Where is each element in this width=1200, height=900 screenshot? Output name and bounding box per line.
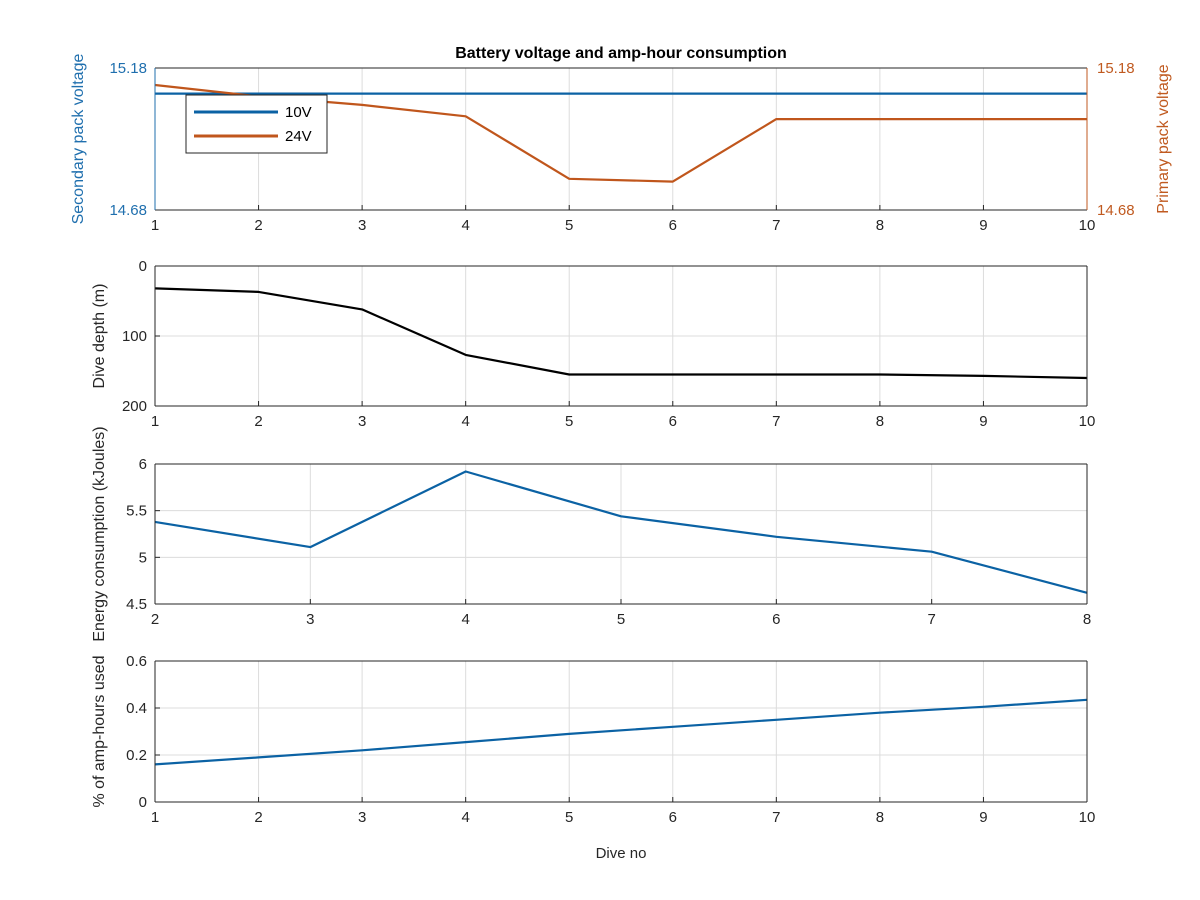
chart-title: Battery voltage and amp-hour consumption [455,45,787,62]
x-tick-label: 3 [358,413,366,430]
x-tick-label: 5 [565,809,573,826]
x-tick-label: 10 [1079,217,1096,234]
x-tick-label: 4 [461,611,469,628]
y-axis-label: Secondary pack voltage [70,54,87,225]
x-tick-label: 5 [565,217,573,234]
x-tick-label: 9 [979,809,987,826]
x-tick-label: 9 [979,413,987,430]
legend-label: 10V [285,104,312,121]
x-tick-label: 8 [876,809,884,826]
y-tick-label: 14.68 [109,202,147,219]
x-tick-label: 6 [669,413,677,430]
y-tick-label: 0.6 [126,653,147,670]
y-tick-label: 5 [139,549,147,566]
x-tick-label: 3 [358,809,366,826]
x-tick-label: 2 [151,611,159,628]
x-tick-label: 1 [151,217,159,234]
x-tick-label: 8 [876,413,884,430]
series-line-series-1 [154,470,1088,594]
series-line-series-1 [154,698,1088,766]
y-tick-label: 15.18 [109,60,147,77]
legend-box [185,94,328,154]
x-tick-label: 4 [461,413,469,430]
y-axis-label: Dive depth (m) [91,284,108,389]
x-tick-label: 10 [1079,809,1096,826]
y-tick-label: 0 [139,794,147,811]
x-tick-label: 5 [565,413,573,430]
x-tick-label: 7 [772,809,780,826]
x-tick-label: 7 [772,217,780,234]
x-tick-label: 6 [772,611,780,628]
x-tick-label: 2 [254,217,262,234]
x-tick-label: 10 [1079,413,1096,430]
x-tick-label: 1 [151,413,159,430]
y-axis-label: % of amp-hours used [91,655,108,807]
y-tick-label: 100 [122,328,147,345]
x-tick-label: 2 [254,809,262,826]
x-tick-label: 6 [669,217,677,234]
x-tick-label: 4 [461,809,469,826]
y-tick-label: 4.5 [126,596,147,613]
panel-4: 1 2 3 4 5 6 7 8 9 10 0 0.2 0.4 0.6 % of amp-hours used… [91,653,1095,862]
y-tick-label: 200 [122,398,147,415]
y-tick-label: 5.5 [126,503,147,520]
y-right-axis-label: Primary pack voltage [1155,64,1172,213]
x-tick-label: 7 [927,611,935,628]
y-tick-label: 0.4 [126,700,147,717]
x-tick-label: 8 [1083,611,1091,628]
x-tick-label: 3 [358,217,366,234]
x-axis-label: Dive no [596,845,647,862]
x-tick-label: 8 [876,217,884,234]
panel-3: 2 3 4 5 6 7 8 4.5 5 5.5 6 Energy consumption (kJoul… [91,426,1091,641]
x-tick-label: 9 [979,217,987,234]
y-right-tick-label: 15.18 [1097,60,1135,77]
panel-1: 1 2 3 4 5 6 7 8 9 1014.6815.1814.6815.18Secondary… [70,45,1172,234]
x-tick-label: 3 [306,611,314,628]
x-tick-label: 4 [461,217,469,234]
y-tick-label: 0.2 [126,747,147,764]
x-tick-label: 1 [151,809,159,826]
y-axis-label: Energy consumption (kJoules) [91,426,108,641]
x-tick-label: 2 [254,413,262,430]
y-tick-label: 0 [139,258,147,275]
y-tick-label: 6 [139,456,147,473]
x-tick-label: 5 [617,611,625,628]
legend-label: 24V [285,128,312,145]
series-line-series-1 [154,287,1088,380]
x-tick-label: 7 [772,413,780,430]
x-tick-label: 6 [669,809,677,826]
y-right-tick-label: 14.68 [1097,202,1135,219]
